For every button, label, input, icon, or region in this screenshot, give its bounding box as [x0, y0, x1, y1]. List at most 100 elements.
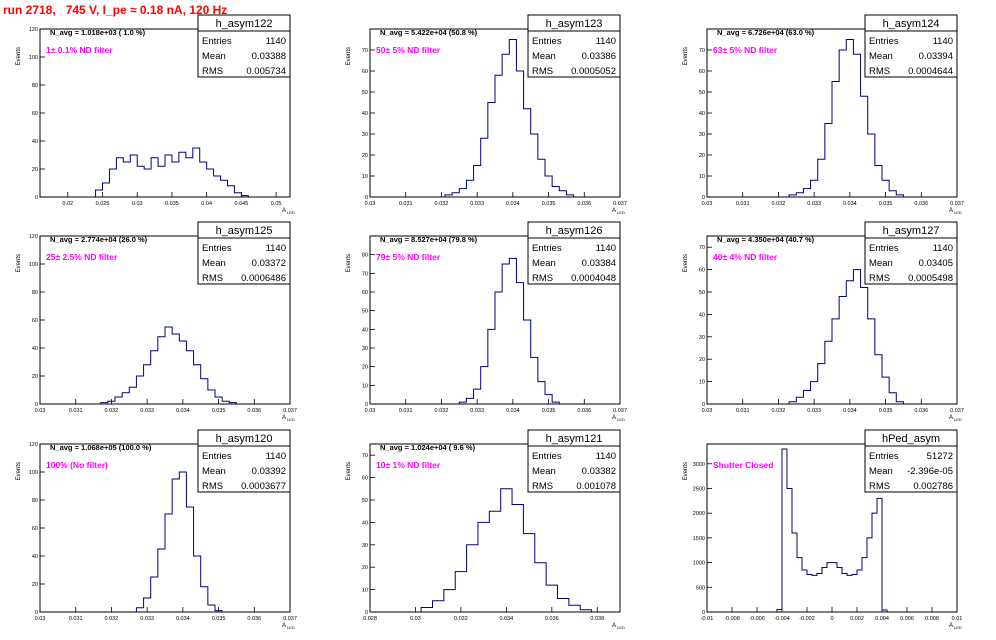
- x-axis-label: A: [612, 415, 616, 421]
- y-tick-label: 120: [29, 234, 38, 240]
- x-tick-label: 0.006: [900, 616, 914, 622]
- stats-key-mean: Mean: [532, 258, 556, 269]
- x-tick-label: 0.04: [201, 201, 212, 207]
- histogram-h_asym127: Events 0 10 20 30 40 50 60 70 0.03 0.031 0.032 0.033…: [683, 221, 964, 422]
- y-axis-label: Events: [16, 462, 22, 480]
- stats-key-mean: Mean: [532, 466, 556, 477]
- stats-value-entries: 1140: [266, 451, 286, 462]
- x-tick-label: 0.02: [62, 201, 73, 207]
- x-tick-label: 0.034: [843, 201, 857, 207]
- stats-key-mean: Mean: [532, 51, 556, 62]
- stats-value-mean: 0.03405: [919, 258, 953, 269]
- x-tick-label: 0.037: [950, 408, 964, 414]
- y-tick-label: 40: [699, 312, 705, 318]
- x-tick-label: 0.033: [807, 201, 821, 207]
- histogram-series: [458, 257, 560, 404]
- stats-key-entries: Entries: [869, 451, 899, 462]
- x-tick-label: 0.036: [247, 408, 261, 414]
- stats-box: [197, 30, 291, 78]
- navg-annotation: N_avg = 5.422e+04 (50.8 %): [380, 28, 478, 37]
- histogram-h_asym125: Events 0 20 40 60 80 100 120 0.03 0.031 0.032 0.033…: [16, 221, 297, 422]
- stats-title: h_asym120: [216, 433, 273, 445]
- stats-value-mean: 0.03386: [582, 51, 616, 62]
- x-tick-label: 0.031: [399, 408, 413, 414]
- y-tick-label: 0: [35, 195, 38, 201]
- histogram-series: [135, 471, 223, 612]
- stats-value-mean: 0.03394: [919, 51, 953, 62]
- y-tick-label: 0: [35, 610, 38, 616]
- stats-value-entries: 51272: [927, 451, 953, 462]
- stats-key-entries: Entries: [532, 36, 562, 47]
- y-tick-label: 80: [32, 83, 38, 89]
- x-tick-label: 0.045: [235, 201, 249, 207]
- stats-value-entries: 1140: [596, 451, 616, 462]
- stats-key-mean: Mean: [869, 466, 893, 477]
- stats-value-entries: 1140: [266, 243, 286, 254]
- stats-value-entries: 1140: [933, 243, 953, 254]
- y-axis-label: Events: [683, 462, 689, 480]
- navg-annotation: N_avg = 8.527e+04 (79.8 %): [380, 235, 478, 244]
- x-axis-subscript: LED: [287, 417, 295, 422]
- stats-key-rms: RMS: [202, 66, 223, 77]
- x-tick-label: 0.032: [454, 616, 468, 622]
- x-tick-label: 0.036: [914, 201, 928, 207]
- y-tick-label: 10: [699, 174, 705, 180]
- x-tick-label: 0.035: [212, 616, 226, 622]
- stats-value-rms: 0.0004048: [571, 273, 616, 284]
- stats-value-mean: 0.03372: [252, 258, 286, 269]
- stats-key-rms: RMS: [869, 66, 890, 77]
- y-tick-label: 0: [702, 402, 705, 408]
- x-axis-subscript: LED: [954, 210, 962, 215]
- x-tick-label: 0.036: [545, 616, 559, 622]
- y-tick-label: 20: [32, 374, 38, 380]
- x-axis-subscript: LED: [617, 210, 625, 215]
- x-tick-label: 0.035: [542, 201, 556, 207]
- y-tick-label: 10: [362, 174, 368, 180]
- y-tick-label: 100: [29, 262, 38, 268]
- y-axis-label: Events: [346, 254, 352, 272]
- x-axis-label: A: [949, 623, 953, 629]
- y-tick-label: 100: [29, 470, 38, 476]
- y-tick-label: 0: [702, 195, 705, 201]
- x-tick-label: 0.037: [950, 201, 964, 207]
- x-tick-label: 0.036: [577, 408, 591, 414]
- stats-box: [864, 237, 958, 285]
- x-tick-label: 0.032: [435, 201, 449, 207]
- stats-box: [527, 445, 621, 493]
- y-tick-label: 120: [29, 27, 38, 33]
- x-tick-label: 0.035: [165, 201, 179, 207]
- navg-annotation: N_avg = 4.350e+04 (40.7 %): [717, 235, 815, 244]
- stats-title: h_asym122: [216, 18, 273, 30]
- histogram-h_asym121: Events 0 10 20 30 40 50 60 70 0.028 0.03 0.032 0.034…: [346, 429, 625, 630]
- y-axis-label: Events: [346, 462, 352, 480]
- stats-value-mean: 0.03388: [252, 51, 286, 62]
- x-tick-label: 0.05: [271, 201, 282, 207]
- filter-note: 1± 0.1% ND filter: [46, 45, 113, 55]
- histogram-h_asym126: Events 0 10 20 30 40 50 60 70 80 0.03 0.031 0.032 0.0…: [346, 221, 627, 422]
- stats-box: [527, 237, 621, 285]
- x-tick-label: 0.031: [736, 201, 750, 207]
- y-axis-label: Events: [683, 254, 689, 272]
- stats-title: h_asym127: [883, 225, 940, 237]
- y-tick-label: 30: [362, 132, 368, 138]
- y-tick-label: 40: [32, 139, 38, 145]
- x-tick-label: 0.033: [470, 201, 484, 207]
- x-tick-label: 0.034: [499, 616, 513, 622]
- x-tick-label: -0.01: [701, 616, 714, 622]
- filter-note: Shutter Closed: [713, 460, 773, 470]
- x-tick-label: -0.002: [799, 616, 815, 622]
- x-tick-label: 0.03: [702, 408, 713, 414]
- x-axis-label: A: [282, 623, 286, 629]
- x-tick-label: 0.028: [363, 616, 377, 622]
- x-tick-label: 0.03: [35, 616, 46, 622]
- y-axis-label: Events: [346, 47, 352, 65]
- stats-value-mean: 0.03382: [582, 466, 616, 477]
- y-tick-label: 10: [362, 588, 368, 594]
- x-axis-subscript: LED: [617, 625, 625, 630]
- x-tick-label: -0.004: [774, 616, 790, 622]
- stats-value-rms: 0.0005498: [908, 273, 953, 284]
- stats-key-mean: Mean: [202, 258, 226, 269]
- y-tick-label: 50: [362, 498, 368, 504]
- x-tick-label: 0.002: [850, 616, 864, 622]
- x-tick-label: 0.032: [105, 616, 119, 622]
